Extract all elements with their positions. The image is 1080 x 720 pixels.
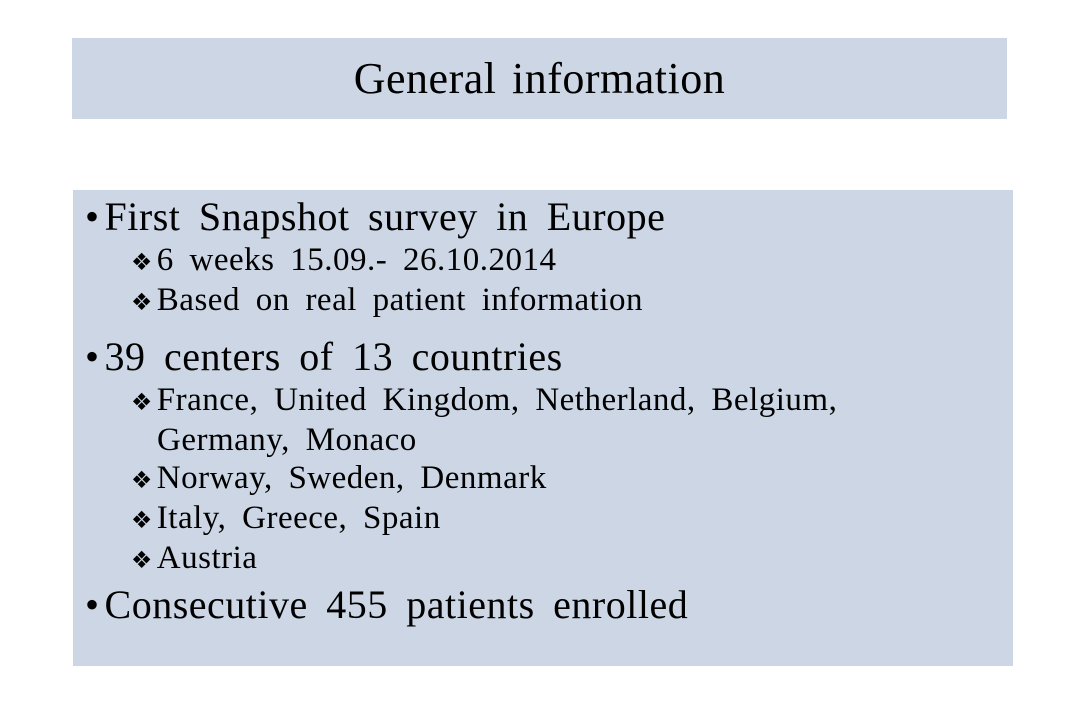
- bullet-item: • Consecutive 455 patients enrolled: [73, 581, 1013, 629]
- sub-bullet-item: ❖ Austria: [73, 539, 1013, 579]
- sub-bullet-item: ❖ 6 weeks 15.09.- 26.10.2014: [73, 241, 1013, 281]
- bullet-text: First Snapshot survey in Europe: [104, 194, 666, 239]
- title-bar: General information: [72, 38, 1007, 119]
- bullet-text: Based on real patient information: [156, 282, 643, 318]
- sub-bullet-item: ❖ Based on real patient information: [73, 281, 1013, 321]
- sub-bullet-item: ❖ France, United Kingdom, Netherland, Bel…: [73, 381, 1013, 459]
- bullet-icon: •: [85, 334, 100, 379]
- diamond-bullet-icon: ❖: [131, 288, 153, 316]
- bullet-item: • First Snapshot survey in Europe: [73, 193, 1013, 241]
- content-panel: • First Snapshot survey in Europe ❖ 6 week…: [73, 190, 1013, 666]
- sub-bullet-item: ❖ Norway, Sweden, Denmark: [73, 459, 1013, 499]
- bullet-list: • First Snapshot survey in Europe ❖ 6 week…: [73, 193, 1013, 629]
- diamond-bullet-icon: ❖: [131, 506, 153, 534]
- diamond-bullet-icon: ❖: [131, 248, 153, 276]
- bullet-icon: •: [85, 194, 100, 239]
- bullet-icon: •: [85, 582, 100, 627]
- bullet-item: • 39 centers of 13 countries: [73, 333, 1013, 381]
- diamond-bullet-icon: ❖: [131, 466, 153, 494]
- bullet-text: Consecutive 455 patients enrolled: [104, 582, 689, 627]
- bullet-text: Norway, Sweden, Denmark: [156, 460, 547, 496]
- diamond-bullet-icon: ❖: [131, 388, 153, 416]
- bullet-text: Italy, Greece, Spain: [156, 500, 441, 536]
- sub-bullet-item: ❖ Italy, Greece, Spain: [73, 499, 1013, 539]
- slide-title: General information: [353, 54, 726, 103]
- bullet-text: Austria: [156, 540, 258, 576]
- bullet-text: 6 weeks 15.09.- 26.10.2014: [156, 242, 557, 278]
- bullet-text: France, United Kingdom, Netherland, Belg…: [156, 382, 838, 418]
- bullet-text: 39 centers of 13 countries: [104, 334, 563, 379]
- bullet-text-continued: Germany, Monaco: [157, 422, 417, 458]
- diamond-bullet-icon: ❖: [131, 546, 153, 574]
